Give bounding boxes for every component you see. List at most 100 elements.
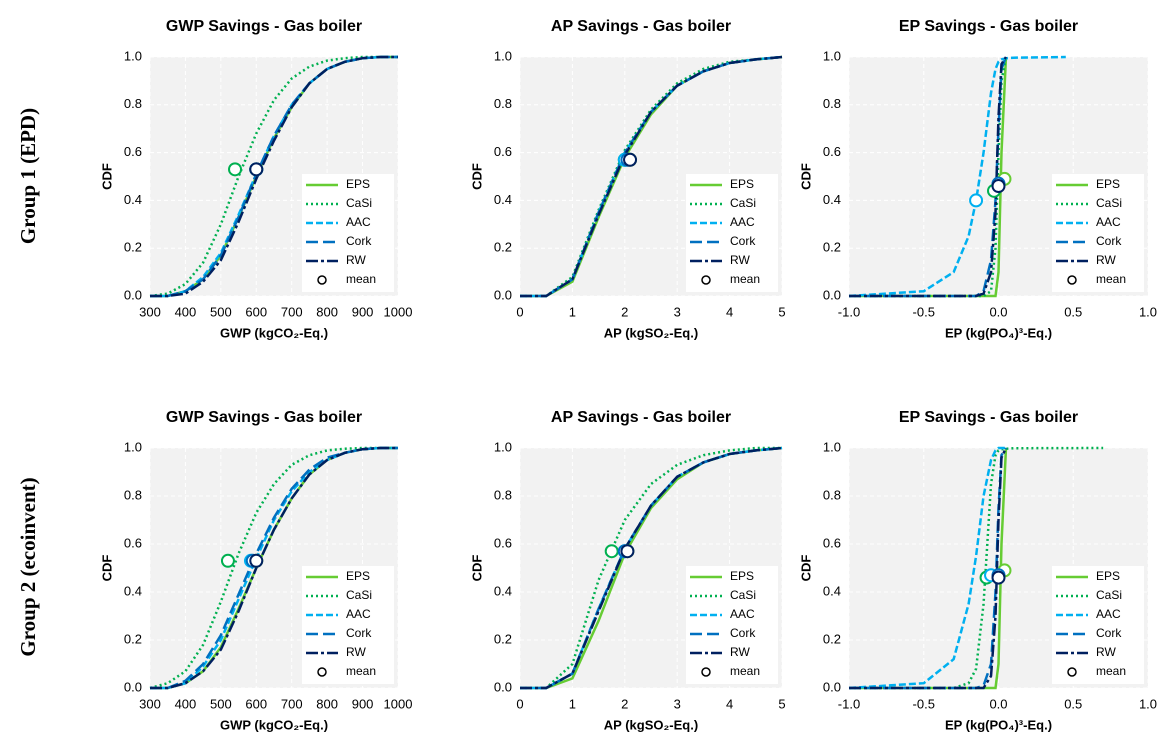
x-tick-label: 800 (316, 696, 338, 711)
x-tick-label: -1.0 (838, 304, 860, 319)
x-tick-label: 700 (281, 696, 303, 711)
x-axis-label: GWP (kgCO₂-Eq.) (220, 325, 328, 340)
x-tick-label: 300 (139, 304, 161, 319)
legend-label: CaSi (1096, 196, 1122, 210)
cdf-line (849, 56, 1008, 298)
x-tick-label: 2 (621, 696, 628, 711)
y-axis-label: CDF (99, 163, 114, 190)
mean-marker (991, 570, 1006, 585)
legend-marker (317, 667, 327, 677)
chart: EP Savings - Gas boiler 0.0 0.2 0.4 0.6 0.8 1.… (798, 409, 1157, 732)
legend-label: RW (730, 645, 750, 659)
y-tick-label: 0.0 (494, 287, 512, 302)
y-tick-label: 0.2 (124, 631, 142, 646)
chart: GWP Savings - Gas boiler 0.0 0.2 0.4 0.6 0.8 1… (99, 18, 412, 340)
y-tick-label: 0.4 (124, 192, 142, 207)
y-tick-label: 0.6 (823, 144, 841, 159)
legend-marker (701, 275, 711, 285)
legend-label: EPS (1096, 569, 1120, 583)
chart: EP Savings - Gas boiler 0.0 0.2 0.4 0.6 0.8 1.… (798, 18, 1157, 340)
chart-title: AP Savings - Gas boiler (551, 18, 731, 35)
cdf-line (150, 55, 398, 298)
cdf-line (150, 446, 398, 690)
legend-box (1052, 566, 1144, 684)
legend-marker (1067, 667, 1077, 677)
x-tick-label: 700 (281, 304, 303, 319)
x-tick-label: 4 (726, 696, 733, 711)
y-axis-label: CDF (469, 555, 484, 582)
chart-title: AP Savings - Gas boiler (551, 409, 731, 426)
y-tick-label: 0.4 (823, 583, 841, 598)
cdf-line (150, 446, 398, 690)
y-tick-label: 0.8 (823, 96, 841, 111)
legend-label: EPS (730, 569, 754, 583)
cdf-line (849, 447, 1008, 690)
x-tick-label: 1 (569, 696, 576, 711)
y-tick-label: 0.8 (494, 487, 512, 502)
y-tick-label: 0.0 (124, 679, 142, 694)
y-tick-label: 0.2 (823, 631, 841, 646)
y-tick-label: 0.8 (494, 96, 512, 111)
x-tick-label: 1000 (384, 304, 413, 319)
x-tick-label: 500 (210, 696, 232, 711)
legend-label: mean (730, 664, 760, 678)
mean-marker (228, 162, 243, 177)
y-tick-label: 0.4 (494, 583, 512, 598)
legend-label: RW (346, 253, 366, 267)
y-tick-label: 0.8 (124, 96, 142, 111)
cdf-line (150, 55, 398, 298)
x-tick-label: 800 (316, 304, 338, 319)
legend-box (686, 174, 778, 292)
legend-label: CaSi (346, 196, 372, 210)
mean-marker (969, 193, 984, 208)
legend-label: AAC (346, 607, 371, 621)
legend-label: Cork (1096, 234, 1122, 248)
legend-label: EPS (730, 177, 754, 191)
y-tick-label: 0.0 (494, 679, 512, 694)
legend-marker (317, 275, 327, 285)
y-tick-label: 1.0 (124, 48, 142, 63)
chart-title: GWP Savings - Gas boiler (166, 409, 362, 426)
y-tick-label: 0.8 (823, 487, 841, 502)
legend-label: AAC (1096, 215, 1121, 229)
x-tick-label: 0.5 (1064, 304, 1082, 319)
y-tick-label: 0.6 (494, 144, 512, 159)
legend-label: Cork (1096, 626, 1122, 640)
chart-title: GWP Savings - Gas boiler (166, 18, 362, 35)
cdf-line (520, 446, 782, 690)
legend-label: CaSi (730, 588, 756, 602)
x-axis-label: GWP (kgCO₂-Eq.) (220, 717, 328, 732)
x-tick-label: 4 (726, 304, 733, 319)
x-tick-label: 0 (516, 696, 523, 711)
cdf-line (149, 446, 398, 690)
row-label: Group 2 (ecoinvent) (16, 477, 40, 656)
x-axis-label: AP (kgSO₂-Eq.) (604, 717, 698, 732)
x-tick-label: 0.0 (989, 696, 1007, 711)
y-axis-label: CDF (798, 555, 813, 582)
x-tick-label: 1.0 (1139, 696, 1157, 711)
legend-label: RW (346, 645, 366, 659)
mean-marker (623, 152, 638, 167)
legend-label: Cork (730, 626, 756, 640)
legend-label: AAC (730, 215, 755, 229)
y-tick-label: 0.4 (823, 192, 841, 207)
chart: AP Savings - Gas boiler 0.0 0.2 0.4 0.6 0.8 1.… (469, 409, 785, 732)
y-axis-label: CDF (469, 163, 484, 190)
x-tick-label: 0.0 (989, 304, 1007, 319)
chart-title: EP Savings - Gas boiler (899, 18, 1078, 35)
row-label: Group 1 (EPD) (16, 108, 40, 244)
y-tick-label: 0.2 (823, 240, 841, 255)
cdf-line (149, 55, 398, 298)
legend-label: RW (1096, 253, 1116, 267)
chart-title: EP Savings - Gas boiler (899, 409, 1078, 426)
legend-label: EPS (346, 177, 370, 191)
y-tick-label: 1.0 (823, 48, 841, 63)
legend-label: AAC (346, 215, 371, 229)
x-tick-label: 5 (778, 304, 785, 319)
legend-box (1052, 174, 1144, 292)
y-tick-label: 1.0 (823, 439, 841, 454)
legend-label: mean (346, 664, 376, 678)
legend-marker (701, 667, 711, 677)
y-tick-label: 0.6 (823, 535, 841, 550)
